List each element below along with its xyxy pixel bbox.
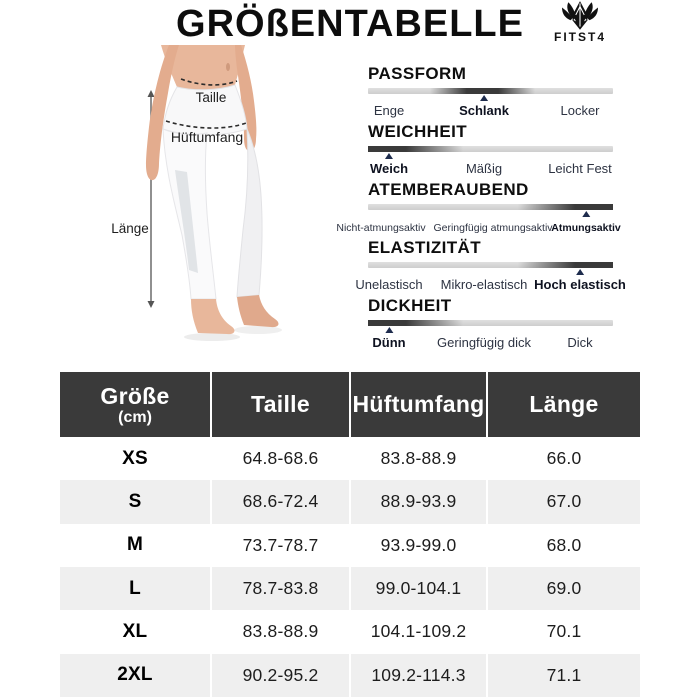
scale-labels: Weich Mäßig Leicht Fest [343,153,619,176]
cell-size: XS [60,437,212,481]
hip-measure-label: Hüftumfang [170,129,244,145]
cell-length: 70.1 [546,621,582,642]
scale-option: Nicht-atmungsaktiv [336,222,426,234]
scale-level-indicator [518,262,613,268]
scale-passform: PASSFORM Enge Schlank Locker [343,64,619,118]
brand-name: FITST4 [553,30,606,44]
cell-waist: 64.8-68.6 [212,437,351,481]
scale-option: Mikro-elastisch [440,277,528,292]
cell-size: 2XL [60,653,212,697]
scale-option-selected: Weich [370,153,408,178]
cell-length: 68.0 [546,534,582,555]
leggings-model-illustration [146,45,282,341]
cell-waist: 73.7-78.7 [212,523,351,567]
scale-option-selected: Hoch elastisch [534,269,626,294]
table-row: 2XL 90.2-95.2 109.2-114.3 71.1 [60,653,640,697]
scale-labels: Enge Schlank Locker [343,95,619,118]
scale-level-indicator [368,146,463,152]
scale-option-selected: Schlank [459,95,509,120]
scale-atemberaubend: ATEMBERAUBEND Nicht-atmungsaktiv Geringf… [336,180,621,234]
header-size: Größe (cm) [60,372,212,437]
selected-marker-icon [385,327,393,333]
table-row: S 68.6-72.4 88.9-93.9 67.0 [60,480,640,524]
scale-option: Geringfügig atmungsaktiv [433,222,553,234]
cell-size: XL [60,610,212,654]
lotus-icon [562,1,598,30]
scale-title: ATEMBERAUBEND [368,180,529,199]
cell-hip: 93.9-99.0 [351,523,488,567]
scale-weichheit: WEICHHEIT Weich Mäßig Leicht Fest [343,122,619,176]
scale-option: Mäßig [465,161,503,176]
cell-waist: 83.8-88.9 [212,610,351,654]
selected-marker-icon [479,95,488,101]
page-title: GRÖßENTABELLE [176,3,524,45]
selected-marker-icon [582,211,590,217]
cell-hip: 104.1-109.2 [351,610,488,654]
table-body: XS 64.8-68.6 83.8-88.9 66.0 S 68.6-72.4 … [60,437,640,697]
scale-title: WEICHHEIT [368,122,467,141]
table-header-row: Größe (cm) Taille Hüftumfang Länge [60,372,640,437]
scale-bar [368,320,613,326]
scale-option: Leicht Fest [548,161,612,176]
size-chart-table: Größe (cm) Taille Hüftumfang Länge XS 64… [60,372,640,697]
selected-marker-icon [575,269,584,275]
cell-length: 67.0 [546,491,582,512]
table-row: XS 64.8-68.6 83.8-88.9 66.0 [60,437,640,481]
cell-size: S [60,480,212,524]
cell-length: 71.1 [546,664,582,685]
table-row: XL 83.8-88.9 104.1-109.2 70.1 [60,610,640,654]
scale-option-selected: Dünn [372,327,406,352]
header-waist: Taille [212,372,351,437]
cell-waist: 90.2-95.2 [212,653,351,697]
header-length: Länge [529,391,599,417]
scale-level-indicator [518,204,613,210]
cell-hip: 99.0-104.1 [351,566,488,611]
scale-elastizitaet: ELASTIZITÄT Unelastisch Mikro-elastisch … [343,238,626,292]
scale-title: ELASTIZITÄT [368,238,481,257]
waist-measure-label: Taille [195,90,227,105]
cell-waist: 78.7-83.8 [212,566,351,611]
brand-logo: FITST4 [543,1,617,44]
scale-title: DICKHEIT [368,296,452,315]
attribute-scales: PASSFORM Enge Schlank Locker WEICHHEIT W… [336,64,626,354]
scale-bar [368,88,613,94]
cell-length: 69.0 [546,578,582,599]
cell-hip: 83.8-88.9 [351,437,488,481]
table-row: L 78.7-83.8 99.0-104.1 69.0 [60,566,640,611]
scale-level-indicator [368,320,463,326]
scale-bar [368,262,613,268]
scale-bar [368,204,613,210]
scale-bar [368,146,613,152]
scale-title: PASSFORM [368,64,467,83]
cell-waist: 68.6-72.4 [212,480,351,524]
length-measure-label: Länge [111,221,149,236]
cell-hip: 109.2-114.3 [351,653,488,697]
cell-size: L [60,566,212,611]
header-hip: Hüftumfang [351,372,488,437]
scale-option: Unelastisch [355,277,423,292]
scale-option: Geringfügig dick [437,335,531,350]
scale-option: Dick [567,335,593,350]
selected-marker-icon [385,153,393,159]
scale-option-selected: Atmungsaktiv [551,211,621,236]
scale-level-indicator [430,88,535,94]
table-row: M 73.7-78.7 93.9-99.0 68.0 [60,523,640,567]
scale-labels: Nicht-atmungsaktiv Geringfügig atmungsak… [336,211,621,234]
scale-labels: Dünn Geringfügig dick Dick [343,327,619,350]
cell-length: 66.0 [546,448,582,469]
cell-size: M [60,523,212,567]
scale-labels: Unelastisch Mikro-elastisch Hoch elastis… [343,269,626,292]
scale-option: Enge [373,103,405,118]
scale-dickheit: DICKHEIT Dünn Geringfügig dick Dick [343,296,619,350]
cell-hip: 88.9-93.9 [351,480,488,524]
scale-option: Locker [560,103,600,118]
model-figure: Taille Hüftumfang Länge [95,45,340,365]
